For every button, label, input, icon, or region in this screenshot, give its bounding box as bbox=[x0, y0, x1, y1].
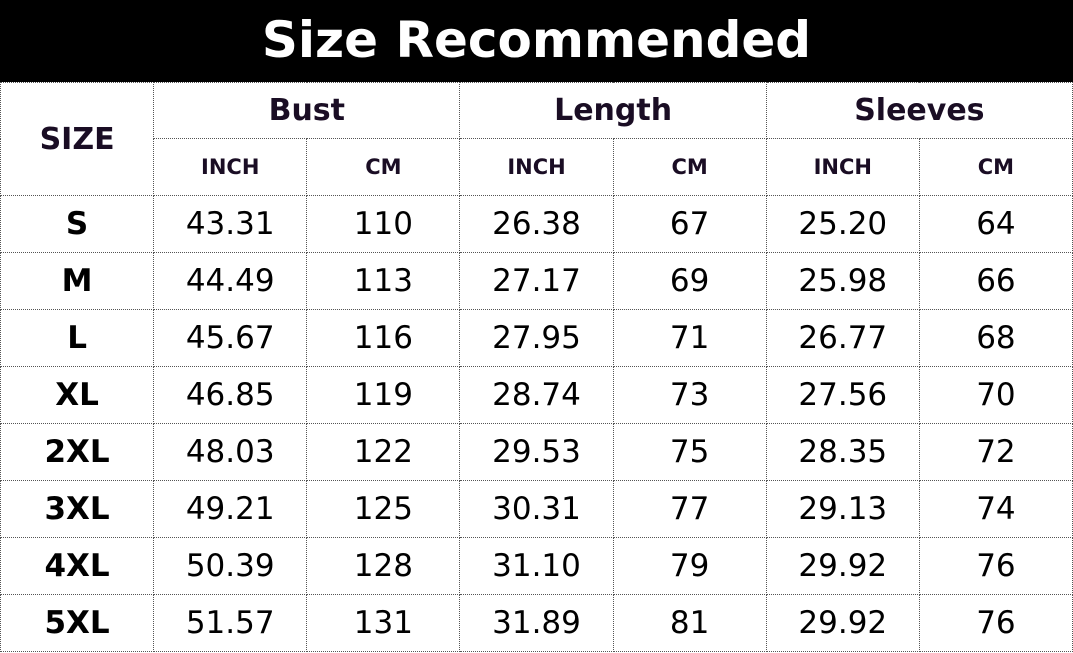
size-cell: 4XL bbox=[0, 537, 155, 595]
size-cell: L bbox=[0, 309, 155, 367]
sleeves-cm-header: CM bbox=[918, 138, 1073, 196]
bust-cm-cell: 119 bbox=[306, 366, 461, 424]
bust-cm-header: CM bbox=[306, 138, 461, 196]
bust-inch-cell: 48.03 bbox=[153, 423, 308, 481]
length-inch-cell: 29.53 bbox=[459, 423, 614, 481]
table-row: 5XL 51.57 131 31.89 81 29.92 76 bbox=[0, 594, 1073, 652]
bust-cm-cell: 113 bbox=[306, 252, 461, 310]
length-inch-cell: 26.38 bbox=[459, 195, 614, 253]
length-inch-cell: 30.31 bbox=[459, 480, 614, 538]
sleeves-cm-cell: 68 bbox=[918, 309, 1073, 367]
length-inch-cell: 27.17 bbox=[459, 252, 614, 310]
size-cell: 5XL bbox=[0, 594, 155, 652]
bust-inch-cell: 50.39 bbox=[153, 537, 308, 595]
sleeves-inch-cell: 28.35 bbox=[765, 423, 920, 481]
bust-cm-cell: 110 bbox=[306, 195, 461, 253]
sleeves-cm-cell: 76 bbox=[918, 537, 1073, 595]
length-header: Length bbox=[459, 82, 767, 139]
sleeves-inch-cell: 29.92 bbox=[765, 537, 920, 595]
length-cm-cell: 77 bbox=[612, 480, 767, 538]
length-inch-header: INCH bbox=[459, 138, 614, 196]
table-row: S 43.31 110 26.38 67 25.20 64 bbox=[0, 195, 1073, 253]
sleeves-cm-cell: 76 bbox=[918, 594, 1073, 652]
table-row: 4XL 50.39 128 31.10 79 29.92 76 bbox=[0, 537, 1073, 595]
bust-cm-cell: 125 bbox=[306, 480, 461, 538]
sleeves-inch-cell: 25.98 bbox=[765, 252, 920, 310]
sleeves-cm-cell: 70 bbox=[918, 366, 1073, 424]
size-table: SIZE Bust Length Sleeves INCH CM INCH CM… bbox=[0, 82, 1073, 652]
bust-cm-cell: 116 bbox=[306, 309, 461, 367]
size-cell: XL bbox=[0, 366, 155, 424]
bust-cm-cell: 128 bbox=[306, 537, 461, 595]
bust-inch-cell: 43.31 bbox=[153, 195, 308, 253]
sleeves-inch-cell: 29.92 bbox=[765, 594, 920, 652]
table-row: XL 46.85 119 28.74 73 27.56 70 bbox=[0, 366, 1073, 424]
length-cm-cell: 71 bbox=[612, 309, 767, 367]
length-cm-cell: 73 bbox=[612, 366, 767, 424]
bust-header: Bust bbox=[153, 82, 461, 139]
length-inch-cell: 31.89 bbox=[459, 594, 614, 652]
chart-title: Size Recommended bbox=[0, 0, 1073, 82]
sleeves-cm-cell: 72 bbox=[918, 423, 1073, 481]
bust-inch-header: INCH bbox=[153, 138, 308, 196]
sleeves-header: Sleeves bbox=[765, 82, 1073, 139]
size-cell: M bbox=[0, 252, 155, 310]
sleeves-cm-cell: 74 bbox=[918, 480, 1073, 538]
length-cm-cell: 69 bbox=[612, 252, 767, 310]
size-cell: 3XL bbox=[0, 480, 155, 538]
length-inch-cell: 31.10 bbox=[459, 537, 614, 595]
length-cm-cell: 79 bbox=[612, 537, 767, 595]
sleeves-cm-cell: 64 bbox=[918, 195, 1073, 253]
length-inch-cell: 28.74 bbox=[459, 366, 614, 424]
sleeves-inch-cell: 29.13 bbox=[765, 480, 920, 538]
bust-inch-cell: 46.85 bbox=[153, 366, 308, 424]
length-inch-cell: 27.95 bbox=[459, 309, 614, 367]
sleeves-inch-cell: 25.20 bbox=[765, 195, 920, 253]
bust-inch-cell: 45.67 bbox=[153, 309, 308, 367]
length-cm-header: CM bbox=[612, 138, 767, 196]
sleeves-inch-cell: 26.77 bbox=[765, 309, 920, 367]
table-row: L 45.67 116 27.95 71 26.77 68 bbox=[0, 309, 1073, 367]
table-row: 2XL 48.03 122 29.53 75 28.35 72 bbox=[0, 423, 1073, 481]
sleeves-inch-header: INCH bbox=[765, 138, 920, 196]
size-column-header: SIZE bbox=[0, 82, 155, 196]
bust-inch-cell: 49.21 bbox=[153, 480, 308, 538]
sleeves-cm-cell: 66 bbox=[918, 252, 1073, 310]
sleeves-inch-cell: 27.56 bbox=[765, 366, 920, 424]
length-cm-cell: 75 bbox=[612, 423, 767, 481]
length-cm-cell: 67 bbox=[612, 195, 767, 253]
bust-inch-cell: 51.57 bbox=[153, 594, 308, 652]
bust-cm-cell: 131 bbox=[306, 594, 461, 652]
table-row: 3XL 49.21 125 30.31 77 29.13 74 bbox=[0, 480, 1073, 538]
length-cm-cell: 81 bbox=[612, 594, 767, 652]
bust-cm-cell: 122 bbox=[306, 423, 461, 481]
bust-inch-cell: 44.49 bbox=[153, 252, 308, 310]
size-cell: S bbox=[0, 195, 155, 253]
size-cell: 2XL bbox=[0, 423, 155, 481]
table-row: M 44.49 113 27.17 69 25.98 66 bbox=[0, 252, 1073, 310]
